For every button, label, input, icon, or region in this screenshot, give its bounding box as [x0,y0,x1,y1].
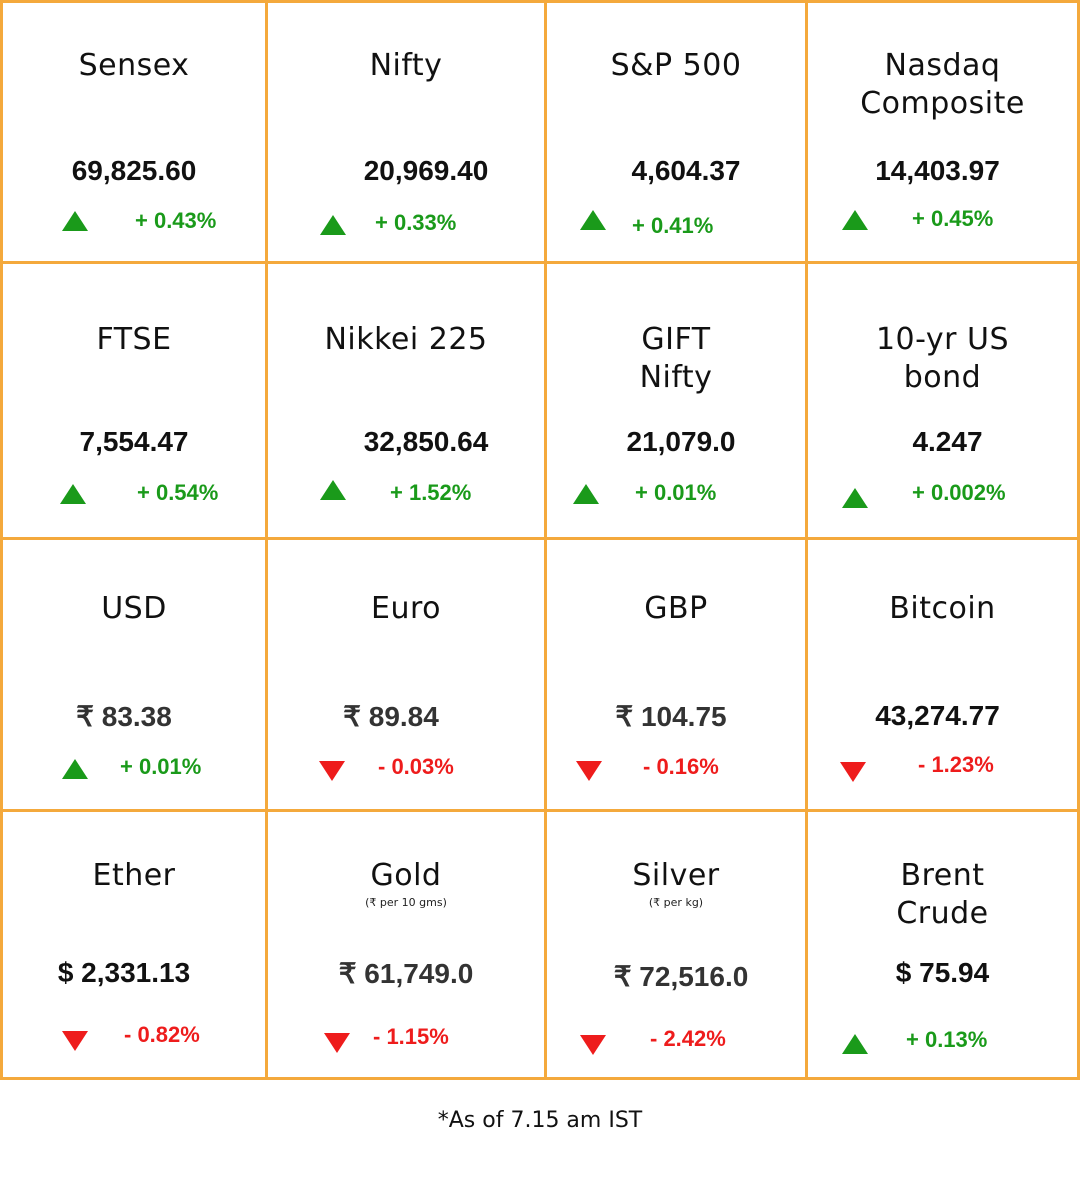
up-arrow-icon [580,210,606,230]
cell-value: 21,079.0 [626,426,736,457]
up-arrow-icon [320,215,346,235]
cell-name: Bitcoin [889,591,996,626]
cell-unit: (₹ per 10 gms) [365,896,447,909]
up-arrow-icon [842,1034,868,1054]
footnote: *As of 7.15 am IST [437,1108,643,1133]
cell-change: + 0.45% [912,206,994,231]
up-arrow-icon [60,484,86,504]
cell-name: GIFT Nifty [639,322,713,395]
cell-value: 14,403.97 [875,155,1000,186]
cell-value: ₹ 61,749.0 [338,958,474,989]
cell-change: + 0.43% [135,208,217,233]
cell-change: + 0.33% [375,210,457,235]
cell-name: GBP [644,591,708,626]
down-arrow-icon [840,762,866,782]
cell-sensex: Sensex 69,825.60 + 0.43% [3,3,268,264]
cell-name: FTSE [96,322,172,357]
cell-name: Brent Crude [896,858,989,931]
cell-euro: Euro ₹ 89.84 - 0.03% [268,540,547,812]
cell-value: 20,969.40 [363,155,489,186]
cell-change: - 1.15% [373,1024,449,1049]
up-arrow-icon [62,211,88,231]
cell-value: ₹ 72,516.0 [613,961,749,992]
cell-name: Sensex [78,48,190,83]
cell-name: Ether [92,858,176,893]
cell-name: 10-yr US bond [875,322,1010,395]
cell-value: ₹ 83.38 [76,701,172,732]
cell-nifty: Nifty 20,969.40 + 0.33% [268,3,547,264]
cell-usd: USD ₹ 83.38 + 0.01% [3,540,268,812]
down-arrow-icon [576,761,602,781]
cell-gbp: GBP ₹ 104.75 - 0.16% [547,540,808,812]
cell-gift-nifty: GIFT Nifty 21,079.0 + 0.01% [547,264,808,540]
cell-unit: (₹ per kg) [648,896,704,909]
cell-change: + 0.01% [120,754,202,779]
cell-us-bond: 10-yr US bond 4.247 + 0.002% [808,264,1077,540]
up-arrow-icon [573,484,599,504]
cell-ftse: FTSE 7,554.47 + 0.54% [3,264,268,540]
cell-change: - 0.03% [378,754,454,779]
cell-change: + 0.54% [137,480,219,505]
market-grid: Sensex 69,825.60 + 0.43% Nifty 20,969.40… [0,0,1080,1080]
cell-name: Nasdaq Composite [860,48,1025,121]
cell-sp500: S&P 500 4,604.37 + 0.41% [547,3,808,264]
cell-value: 4,604.37 [631,155,741,186]
cell-nikkei: Nikkei 225 32,850.64 + 1.52% [268,264,547,540]
cell-name: Nikkei 225 [324,322,488,357]
down-arrow-icon [62,1031,88,1051]
cell-name: Silver [632,858,720,893]
cell-value: ₹ 89.84 [343,701,439,732]
cell-change: - 2.42% [650,1026,726,1051]
cell-name: Euro [371,591,441,626]
cell-change: + 1.52% [390,480,472,505]
up-arrow-icon [842,210,868,230]
cell-ether: Ether $ 2,331.13 - 0.82% [3,812,268,1077]
cell-value: 4.247 [912,426,983,457]
cell-value: 7,554.47 [79,426,189,457]
down-arrow-icon [319,761,345,781]
cell-name: USD [101,591,167,626]
cell-name: S&P 500 [610,48,742,83]
cell-change: + 0.01% [635,480,717,505]
cell-value: $ 75.94 [895,957,990,988]
down-arrow-icon [580,1035,606,1055]
cell-value: $ 2,331.13 [57,957,191,988]
cell-change: - 0.16% [643,754,719,779]
cell-change: - 0.82% [124,1022,200,1047]
cell-value: 69,825.60 [71,155,197,186]
cell-change: + 0.41% [632,213,714,238]
cell-silver: Silver (₹ per kg) ₹ 72,516.0 - 2.42% [547,812,808,1077]
cell-brent-crude: Brent Crude $ 75.94 + 0.13% [808,812,1077,1077]
cell-value: 32,850.64 [363,426,489,457]
cell-value: 43,274.77 [875,700,1000,731]
up-arrow-icon [320,480,346,500]
cell-gold: Gold (₹ per 10 gms) ₹ 61,749.0 - 1.15% [268,812,547,1077]
cell-change: - 1.23% [918,752,994,777]
cell-change: + 0.13% [906,1027,988,1052]
cell-name: Nifty [369,48,443,83]
up-arrow-icon [842,488,868,508]
cell-name: Gold [370,858,442,893]
up-arrow-icon [62,759,88,779]
cell-value: ₹ 104.75 [615,701,727,732]
cell-nasdaq: Nasdaq Composite 14,403.97 + 0.45% [808,3,1077,264]
cell-bitcoin: Bitcoin 43,274.77 - 1.23% [808,540,1077,812]
down-arrow-icon [324,1033,350,1053]
cell-change: + 0.002% [912,480,1006,505]
